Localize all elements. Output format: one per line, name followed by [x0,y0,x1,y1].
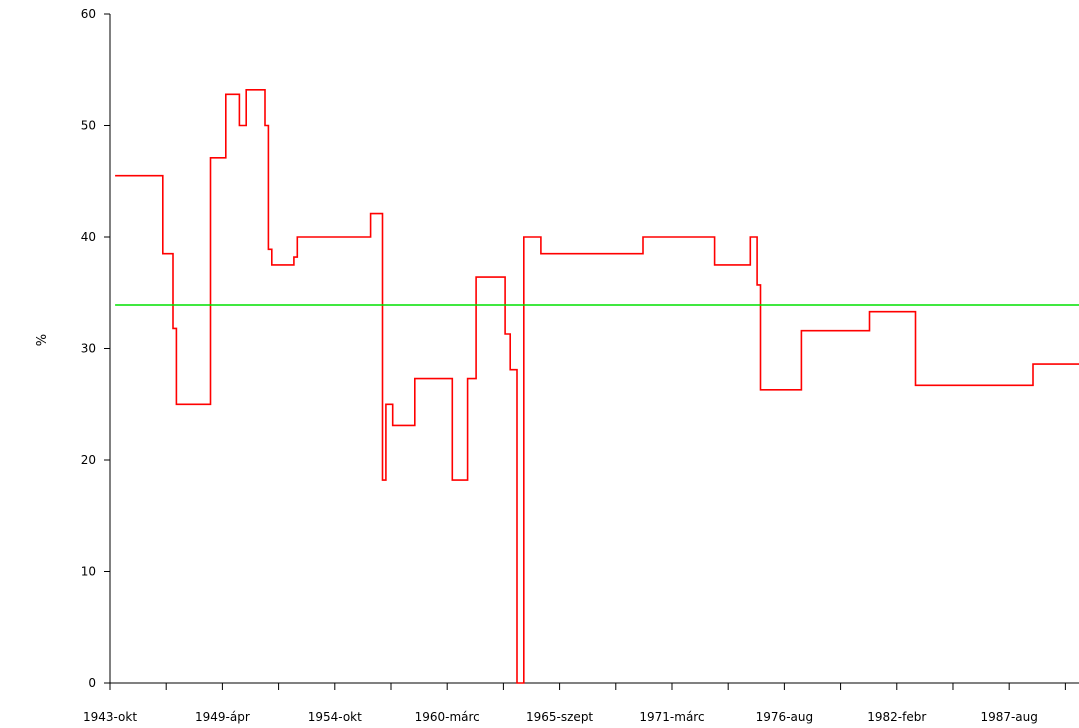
y-tick-label: 40 [81,230,96,244]
x-ticks: 1943-okt 1949-ápr 1954-okt 1960-márc 1965-sz… [83,683,1066,724]
x-tick-label: 1954-okt [308,710,362,724]
y-ticks: 0 10 20 30 40 50 60 [81,7,110,690]
y-tick-label: 60 [81,7,96,21]
axes [109,14,1079,684]
x-tick-label: 1949-ápr [195,710,250,724]
x-tick-label: 1987-aug [980,710,1037,724]
x-tick-label: 1965-szept [526,710,593,724]
x-tick-label: 1943-okt [83,710,137,724]
series-line-1 [115,89,1079,684]
x-tick-label: 1982-febr [867,710,926,724]
x-tick-label: 1971-márc [639,710,704,724]
x-tick-label: 1960-márc [415,710,480,724]
y-axis-label: % [35,334,50,346]
y-tick-label: 50 [81,119,96,133]
x-tick-label: 1976-aug [756,710,813,724]
y-tick-label: 10 [81,565,96,579]
y-tick-label: 30 [81,342,96,356]
y-tick-label: 20 [81,453,96,467]
series-layer [115,89,1079,684]
y-tick-label: 0 [88,676,96,690]
